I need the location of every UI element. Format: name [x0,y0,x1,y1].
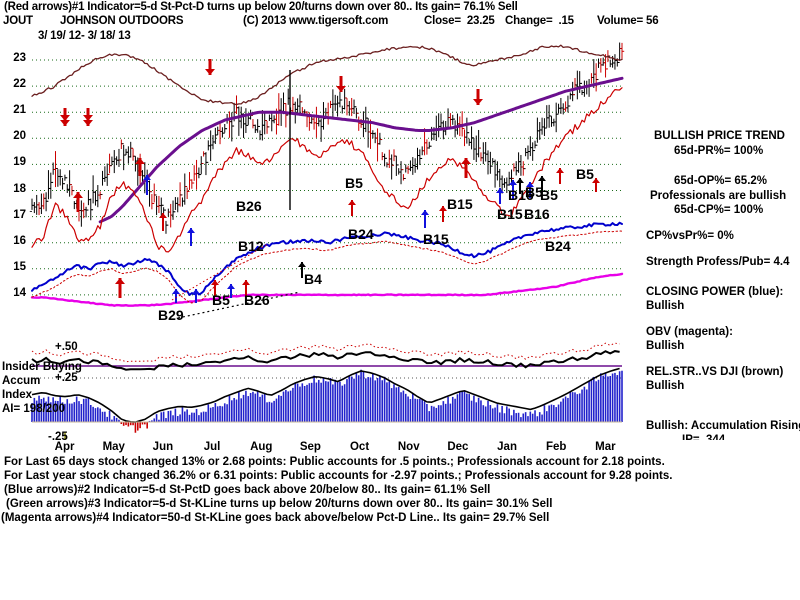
header-close-price: Close= 23.25 [424,15,495,27]
header-date-range: 3/ 19/ 12- 3/ 18/ 13 [38,30,131,42]
chart-annotation-b16-11: B16 [524,206,550,222]
chart-annotation-b15-8: B15 [447,196,473,212]
chart-annotation-b5-5: B5 [212,292,230,308]
month-label-jul: Jul [203,441,221,453]
indicator-label-plus50: +.50 [55,341,78,353]
month-label-apr: Apr [54,441,75,453]
month-label-mar: Mar [595,441,616,453]
chart-annotation-b4-3: B4 [304,271,322,287]
price-tick-16: 16 [13,234,26,247]
price-tick-21: 21 [13,104,26,117]
header-copyright: (C) 2013 www.tigersoft.com [243,15,389,27]
footer-indicator3: (Green arrows)#3 Indicator=5-d St-KLine … [6,498,553,510]
indicator-lines [30,44,624,307]
chart-annotation-b24-16: B24 [545,238,571,254]
price-tick-14: 14 [13,286,26,299]
panel-op-pct: 65d-OP%= 65.2% [674,175,768,187]
month-label-dec: Dec [447,441,469,453]
chart-svg [29,42,625,440]
chart-annotation-b24-2: B24 [348,226,374,242]
month-label-may: May [102,441,125,453]
header-change: Change= .15 [505,15,574,27]
indicator-label-plus25: +.25 [55,372,78,384]
month-label-feb: Feb [546,441,567,453]
chart-annotation-b12-1: B12 [238,238,264,254]
chart-annotation-b5-7: B5 [345,175,363,191]
chart-annotation-b5-13: B5 [525,184,543,200]
header-indicator1-line: (Red arrows)#1 Indicator=5-d St-Pct-D tu… [4,1,518,13]
header-volume: Volume= 56 [597,15,659,27]
chart-annotation-b16-12: B16 [508,187,534,203]
footer-last-year: For Last year stock changed 36.2% or 6.3… [4,470,673,482]
price-tick-23: 23 [13,52,26,64]
indicator-title-insider-buying: Insider Buying [2,361,82,373]
accumulation-histogram [31,342,623,433]
chart-annotation-b15-10: B15 [497,206,523,222]
footer-indicator2: (Blue arrows)#2 Indicator=5-d St-PctD go… [4,484,491,496]
price-tick-22: 22 [13,78,26,91]
panel-trend-title: BULLISH PRICE TREND [654,130,785,142]
chart-annotation-b5-15: B5 [576,166,594,182]
indicator-title-accum: Accum [2,375,41,387]
month-label-nov: Nov [397,441,420,453]
price-tick-15: 15 [13,260,26,273]
price-tick-18: 18 [13,182,26,195]
indicator-label-minus25: -.25 [48,431,68,443]
month-label-jun: Jun [152,441,174,453]
footer-65-days: For Last 65 days stock changed 13% or 2.… [4,456,665,468]
chart-annotation-b29-4: B29 [158,307,184,323]
price-tick-19: 19 [13,156,26,169]
panel-strength-prof-pub: Strength Profess/Pub= 4.4 [646,256,790,268]
price-tick-20: 20 [13,130,26,143]
panel-ip-value: IP= .344 [682,434,726,440]
panel-relstrength-title: REL.STR..VS DJI (brown) [646,366,784,378]
chart-annotation-b26-6: B26 [244,292,270,308]
panel-closing-power-value: Bullish [646,300,685,312]
month-label-sep: Sep [299,441,321,453]
panel-accumulation-note: Bullish: Accumulation Rising [646,420,800,432]
panel-obv-value: Bullish [646,340,685,352]
footer-indicator4: (Magenta arrows)#4 Indicator=50-d St-KLi… [1,512,550,524]
header-company-name: JOHNSON OUTDOORS [60,15,184,27]
chart-plot-area [0,42,630,440]
signal-arrows [60,59,600,319]
panel-cp-pct: 65d-CP%= 100% [674,204,764,216]
indicator-title-index: Index [2,389,33,401]
panel-obv-title: OBV (magenta): [646,326,733,338]
panel-professionals-bullish: Professionals are bullish [650,190,787,202]
chart-annotation-b15-9: B15 [423,231,449,247]
indicator-ai-value: AI= 198/200 [2,403,65,415]
price-tick-17: 17 [13,208,26,221]
panel-cp-vs-pr: CP%vsPr%= 0% [646,230,734,242]
panel-closing-power-title: CLOSING POWER (blue): [646,286,784,298]
month-label-oct: Oct [349,441,370,453]
panel-pr-pct: 65d-PR%= 100% [674,145,764,157]
header-ticker-symbol: JOUT [3,15,33,27]
analysis-side-panel: BULLISH PRICE TREND 65d-PR%= 100% 65d-OP… [632,120,800,440]
chart-annotation-b26-0: B26 [236,198,262,214]
month-label-aug: Aug [250,441,273,453]
chart-annotation-b5-14: B5 [540,187,558,203]
panel-relstrength-value: Bullish [646,380,685,392]
month-label-jan: Jan [497,441,517,453]
